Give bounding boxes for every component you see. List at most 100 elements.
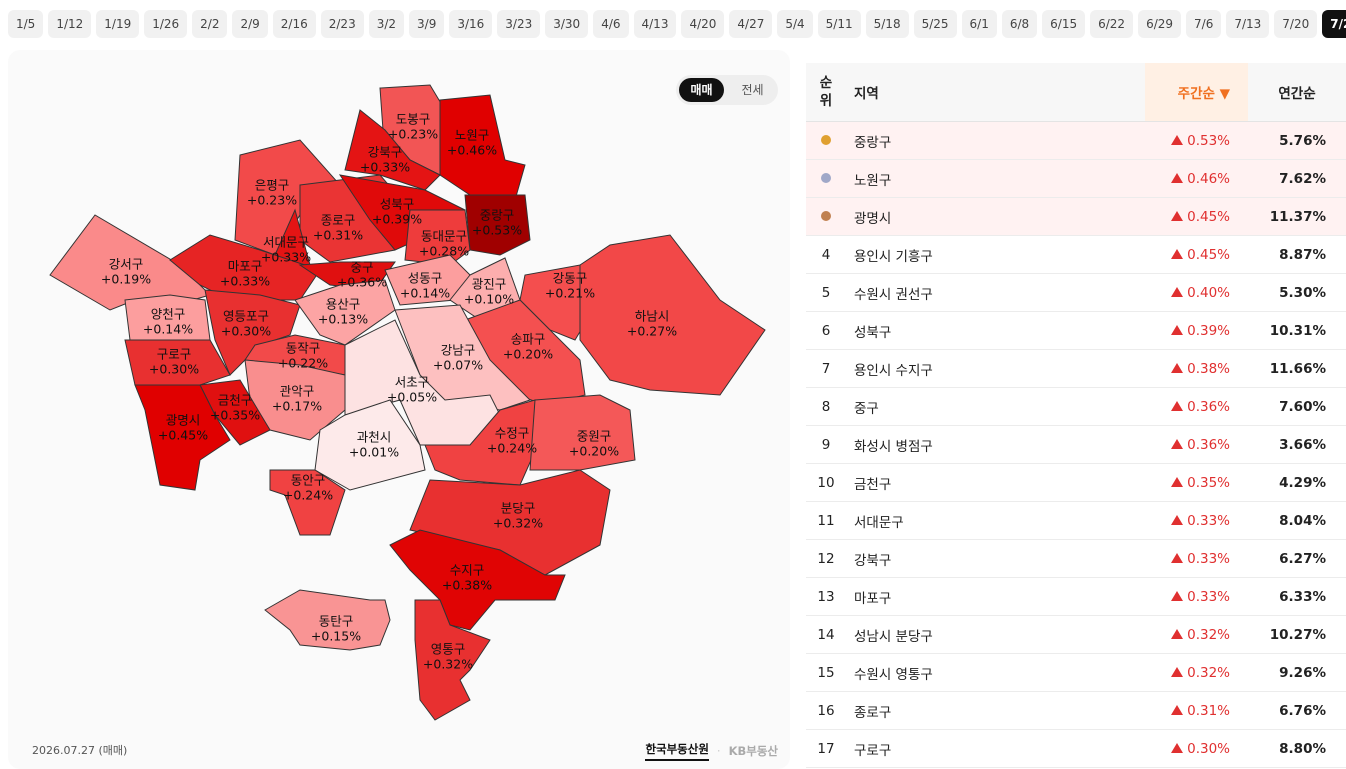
ranking-row[interactable]: 11 서대문구 0.33% 8.04% xyxy=(806,501,1346,540)
region-shape[interactable] xyxy=(344,109,441,191)
date-pill[interactable]: 6/1 xyxy=(961,10,997,38)
date-pill[interactable]: 4/6 xyxy=(593,10,629,38)
date-pill[interactable]: 3/2 xyxy=(368,10,405,38)
yearly-cell: 8.87% xyxy=(1248,235,1346,274)
date-pill[interactable]: 7/13 xyxy=(1226,10,1270,38)
date-pill[interactable]: 5/4 xyxy=(777,10,813,38)
weekly-value: 0.45% xyxy=(1187,246,1230,263)
ranking-row[interactable]: 10 금천구 0.35% 4.29% xyxy=(806,463,1346,502)
date-pill[interactable]: 3/9 xyxy=(409,10,445,38)
ranking-row[interactable]: 4 용인시 기흥구 0.45% 8.87% xyxy=(806,235,1346,274)
region-change: +0.15% xyxy=(311,629,361,644)
date-pill[interactable]: 5/11 xyxy=(817,10,861,38)
date-pill[interactable]: 4/20 xyxy=(681,10,725,38)
date-pill[interactable]: 5/25 xyxy=(913,10,957,38)
region-name: 은평구 xyxy=(255,178,290,193)
weekly-value: 0.46% xyxy=(1187,170,1230,187)
region-shape[interactable] xyxy=(404,209,471,266)
ranking-row[interactable]: 6 성북구 0.39% 10.31% xyxy=(806,311,1346,350)
region-shape[interactable] xyxy=(529,394,636,471)
date-pill[interactable]: 5/18 xyxy=(865,10,909,38)
region-shape[interactable] xyxy=(264,589,391,651)
region-change: +0.33% xyxy=(220,274,270,289)
date-pill[interactable]: 6/8 xyxy=(1001,10,1038,38)
ranking-row[interactable]: 14 성남시 분당구 0.32% 10.27% xyxy=(806,615,1346,654)
up-arrow xyxy=(1171,628,1184,639)
ranking-row[interactable]: 13 마포구 0.33% 6.33% xyxy=(806,577,1346,616)
toggle-option[interactable]: 매매 xyxy=(679,78,724,102)
weekly-cell: 0.40% xyxy=(1145,273,1248,312)
rank-cell xyxy=(806,197,846,236)
date-bar: 1/5 1/12 1/19 1/26 2/2 2/9 2/16 2/23 3/2 3/9 3/16 3… xyxy=(8,10,1346,38)
region-cell: 수원시 권선구 xyxy=(846,273,1145,312)
weekly-value: 0.53% xyxy=(1187,132,1230,149)
trade-toggle[interactable]: 매매 전세 xyxy=(676,75,778,105)
ranking-row[interactable]: 노원구 0.46% 7.62% xyxy=(806,159,1346,198)
date-pill[interactable]: 1/12 xyxy=(48,10,92,38)
region-shape[interactable] xyxy=(134,384,231,491)
region-change: +0.28% xyxy=(419,244,469,259)
source-tab[interactable]: 한국부동산원 xyxy=(645,741,709,761)
ranking-row[interactable]: 16 종로구 0.31% 6.76% xyxy=(806,691,1346,730)
region-shape[interactable] xyxy=(124,339,231,386)
region-change: +0.14% xyxy=(400,286,450,301)
date-pill[interactable]: 2/16 xyxy=(272,10,316,38)
header-cell[interactable]: 연간순 xyxy=(1248,63,1346,122)
ranking-row[interactable]: 광명시 0.45% 11.37% xyxy=(806,197,1346,236)
source-switch: 한국부동산원 · KB부동산 xyxy=(645,741,778,761)
date-pill[interactable]: 7/20 xyxy=(1274,10,1318,38)
date-pill[interactable]: 2/2 xyxy=(192,10,228,38)
toggle-option[interactable]: 전세 xyxy=(741,83,764,97)
region-name: 영통구 xyxy=(431,642,466,657)
date-pill[interactable]: 7/27 xyxy=(1322,10,1346,38)
map: 도봉구+0.23% 노원구+0.46%강북구+0.33%은평구+0.23%종로구+… xyxy=(49,84,766,721)
rank-cell: 5 xyxy=(806,273,846,312)
region-name: 분당구 xyxy=(501,501,536,516)
region-name: 양천구 xyxy=(151,307,186,322)
region-shape[interactable] xyxy=(439,94,526,201)
up-arrow xyxy=(1171,590,1184,601)
region-shape[interactable] xyxy=(269,469,346,536)
date-pill[interactable]: 6/22 xyxy=(1090,10,1134,38)
weekly-value: 0.36% xyxy=(1187,398,1230,415)
date-pill[interactable]: 1/26 xyxy=(144,10,188,38)
date-pill[interactable]: 2/23 xyxy=(320,10,364,38)
weekly-cell: 0.36% xyxy=(1145,387,1248,426)
region-name: 하남시 xyxy=(635,309,670,324)
rank-cell: 10 xyxy=(806,463,846,502)
date-pill[interactable]: 6/29 xyxy=(1138,10,1182,38)
region-change: +0.53% xyxy=(472,223,522,238)
ranking-row[interactable]: 17 구로구 0.30% 8.80% xyxy=(806,729,1346,768)
header-cell[interactable]: 주간순 ▼ xyxy=(1145,63,1248,122)
date-pill[interactable]: 7/6 xyxy=(1186,10,1222,38)
weekly-cell: 0.45% xyxy=(1145,197,1248,236)
ranking-row[interactable]: 7 용인시 수지구 0.38% 11.66% xyxy=(806,349,1346,388)
rank-cell xyxy=(806,159,846,198)
date-pill[interactable]: 4/27 xyxy=(729,10,773,38)
weekly-cell: 0.33% xyxy=(1145,501,1248,540)
date-pill[interactable]: 4/13 xyxy=(633,10,677,38)
region-shape[interactable] xyxy=(169,234,321,301)
date-pill[interactable]: 3/23 xyxy=(497,10,541,38)
region-name: 중랑구 xyxy=(480,208,515,223)
ranking-row[interactable]: 15 수원시 영통구 0.32% 9.26% xyxy=(806,653,1346,692)
date-pill[interactable]: 2/9 xyxy=(232,10,268,38)
ranking-row[interactable]: 9 화성시 병점구 0.36% 3.66% xyxy=(806,425,1346,464)
ranking-row[interactable]: 5 수원시 권선구 0.40% 5.30% xyxy=(806,273,1346,312)
header-row: 순 위 지역 주간순 ▼ 연간순 xyxy=(806,63,1346,122)
region-shape[interactable] xyxy=(389,529,566,631)
region-shape[interactable] xyxy=(579,234,766,396)
ranking-row[interactable]: 중랑구 0.53% 5.76% xyxy=(806,121,1346,160)
date-pill[interactable]: 1/5 xyxy=(8,10,44,38)
region-change: +0.33% xyxy=(360,160,410,175)
date-pill[interactable]: 1/19 xyxy=(96,10,140,38)
date-pill[interactable]: 3/30 xyxy=(545,10,589,38)
ranking-row[interactable]: 8 중구 0.36% 7.60% xyxy=(806,387,1346,426)
region-shape[interactable] xyxy=(414,599,491,721)
region-change: +0.36% xyxy=(337,275,387,290)
source-tab[interactable]: KB부동산 xyxy=(728,744,778,758)
date-pill[interactable]: 3/16 xyxy=(449,10,493,38)
date-pill[interactable]: 6/15 xyxy=(1042,10,1086,38)
region-name: 성북구 xyxy=(380,197,415,212)
ranking-row[interactable]: 12 강북구 0.33% 6.27% xyxy=(806,539,1346,578)
